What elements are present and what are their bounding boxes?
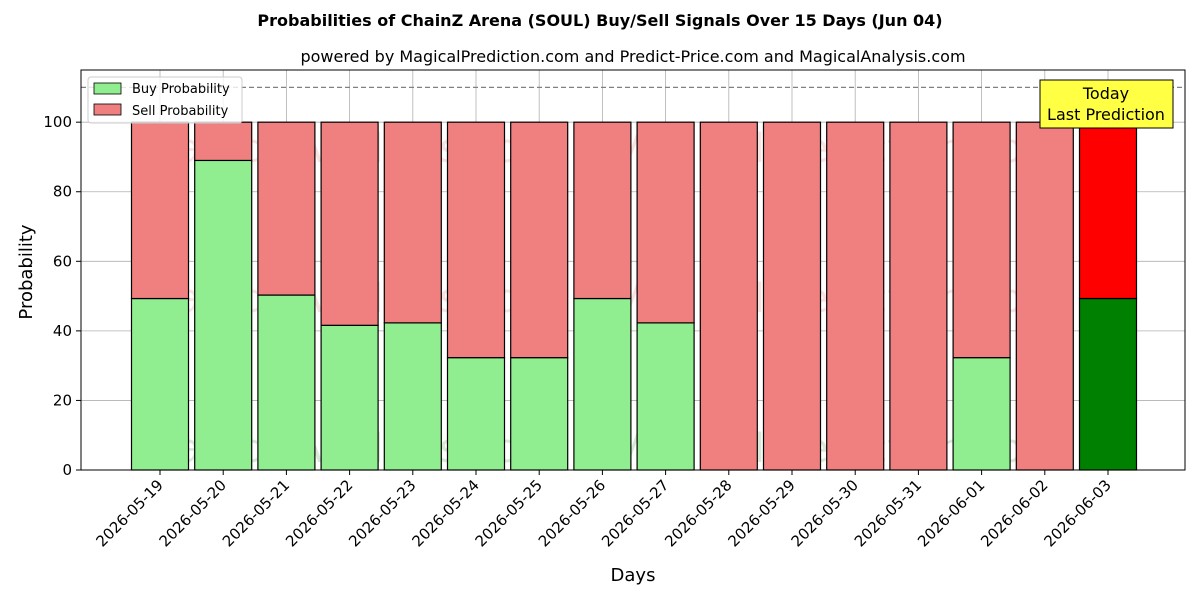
bar-buy xyxy=(257,294,316,471)
plot-frame xyxy=(80,69,1186,471)
bar-sell xyxy=(320,121,379,326)
x-tick-label: 2026-06-01 xyxy=(914,476,988,550)
y-axis-label: Probability xyxy=(16,224,37,319)
x-tick-label: 2026-05-27 xyxy=(598,476,672,550)
annotation-line-last-prediction: Last Prediction xyxy=(1047,105,1165,124)
bar-buy xyxy=(510,357,569,471)
x-tick-label: 2026-05-26 xyxy=(535,476,609,550)
chart-title: Probabilities of ChainZ Arena (SOUL) Buy… xyxy=(257,11,942,30)
bar-sell xyxy=(510,121,569,359)
bar-sell xyxy=(699,121,758,471)
x-tick-label: 2026-05-19 xyxy=(92,476,166,550)
bar-sell xyxy=(446,121,506,359)
y-tick-label: 100 xyxy=(43,113,72,131)
legend: Buy Probability Sell Probability xyxy=(87,76,243,124)
legend-box xyxy=(87,76,243,124)
x-tick-label: 2026-05-23 xyxy=(345,476,419,550)
legend-label-sell: Sell Probability xyxy=(132,104,229,119)
today-annotation: Today Last Prediction xyxy=(1039,79,1174,129)
legend-swatch-sell xyxy=(93,103,122,116)
x-tick-label: 2026-06-03 xyxy=(1040,476,1114,550)
x-axis-label: Days xyxy=(611,565,656,586)
bar-buy xyxy=(1078,297,1138,471)
bar-buy xyxy=(952,357,1011,471)
y-tick-label: 20 xyxy=(53,391,72,409)
x-tick-label: 2026-05-20 xyxy=(156,476,230,550)
bar-buy xyxy=(130,297,190,471)
annotation-box xyxy=(1039,79,1174,129)
bar-sell xyxy=(826,121,885,471)
legend-swatch-buy xyxy=(93,82,122,95)
bar-sell xyxy=(636,121,695,324)
bar-buy xyxy=(194,159,253,471)
bar-sell xyxy=(1015,121,1074,471)
bar-buy xyxy=(446,357,506,471)
bar-sell xyxy=(194,121,253,162)
bars xyxy=(130,121,1138,471)
y-tick-label: 0 xyxy=(62,461,72,479)
x-tick-label: 2026-05-21 xyxy=(219,476,293,550)
x-tick-label: 2026-05-29 xyxy=(724,476,798,550)
x-tick-label: 2026-05-22 xyxy=(282,476,356,550)
bar-sell xyxy=(889,121,948,471)
x-tick-label: 2026-05-24 xyxy=(408,476,482,550)
x-tick-label: 2026-06-02 xyxy=(977,476,1051,550)
bar-sell xyxy=(762,121,822,471)
bar-sell xyxy=(257,121,316,296)
x-tick-label: 2026-05-25 xyxy=(472,476,546,550)
y-tick-label: 40 xyxy=(53,322,72,340)
bar-sell xyxy=(1078,121,1138,300)
x-tick-label: 2026-05-28 xyxy=(661,476,735,550)
x-tick-label: 2026-05-30 xyxy=(788,476,862,550)
y-tick-label: 80 xyxy=(53,183,72,201)
chart-subtitle: powered by MagicalPrediction.com and Pre… xyxy=(300,47,965,66)
bar-buy xyxy=(383,322,442,471)
x-tick-label: 2026-05-31 xyxy=(851,476,925,550)
annotation-line-today: Today xyxy=(1082,84,1129,103)
bar-sell xyxy=(383,121,442,324)
bar-buy xyxy=(320,324,379,471)
bar-buy xyxy=(636,322,695,471)
bar-buy xyxy=(573,297,632,471)
bar-sell xyxy=(573,121,632,300)
bar-sell xyxy=(130,121,190,300)
legend-label-buy: Buy Probability xyxy=(132,82,230,97)
bar-sell xyxy=(952,121,1011,359)
y-tick-label: 60 xyxy=(53,252,72,270)
